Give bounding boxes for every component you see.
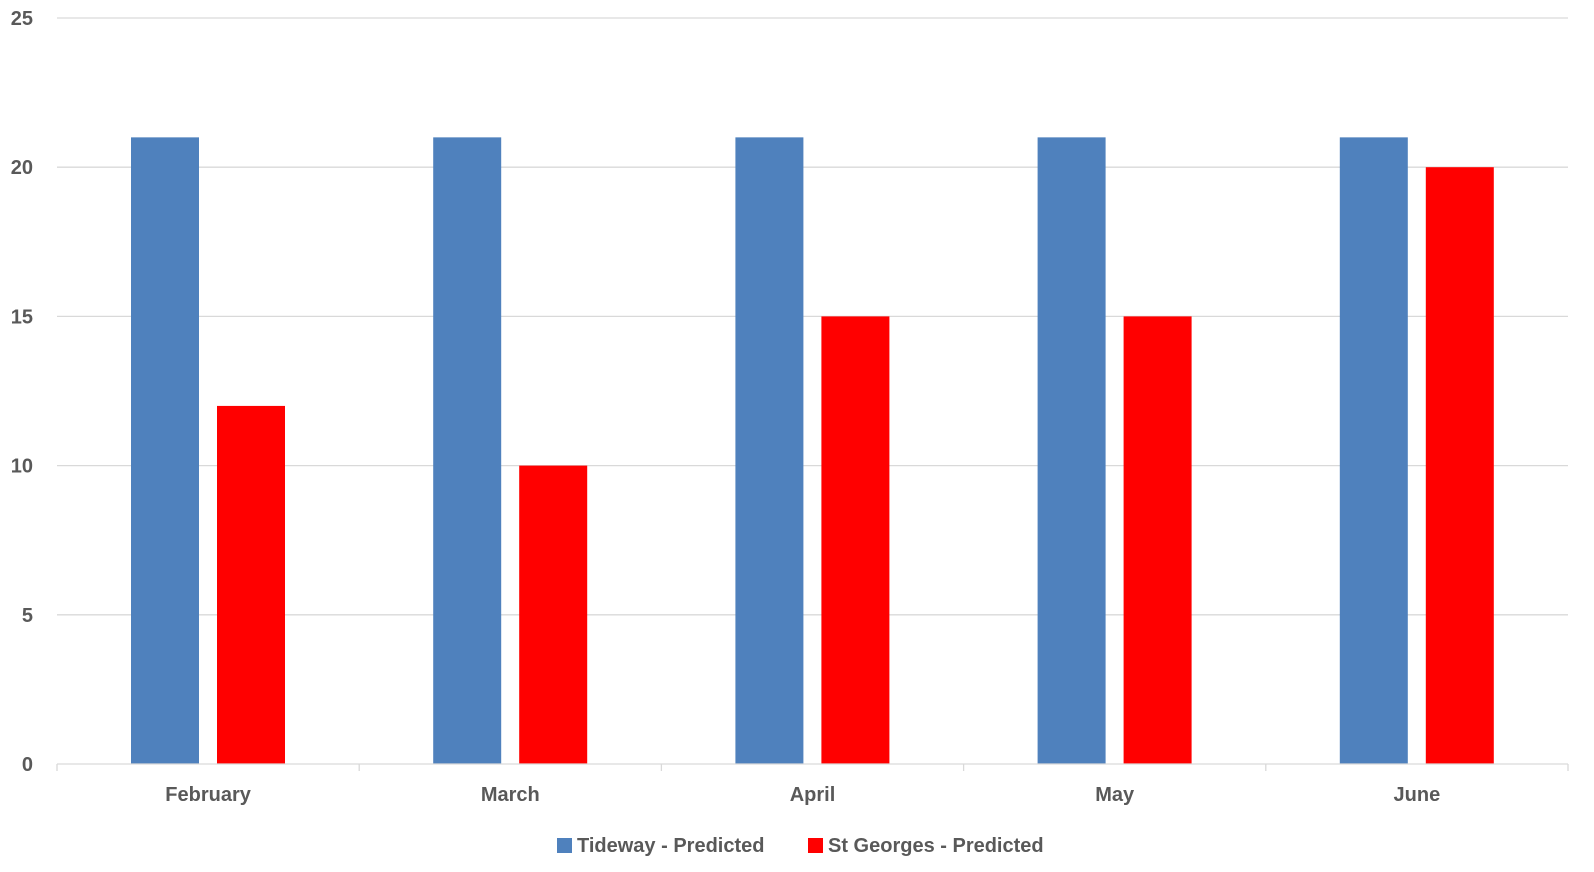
x-tick-label: May — [1095, 784, 1135, 806]
x-tick-label: June — [1394, 784, 1441, 806]
bar-series1-february — [131, 137, 199, 765]
bar-series2-february — [217, 405, 285, 764]
legend-swatch — [557, 838, 572, 853]
x-axis — [56, 763, 1569, 771]
x-tick-label: March — [481, 784, 540, 806]
y-tick-label: 15 — [11, 306, 33, 328]
x-axis-tick-labels: February March April May June — [165, 784, 1440, 806]
y-tick-label: 5 — [22, 605, 33, 627]
y-tick-label: 20 — [11, 157, 33, 179]
bar-series2-may — [1123, 316, 1192, 764]
y-tick-label: 0 — [22, 754, 33, 776]
bar-series1-june — [1339, 137, 1408, 765]
x-tick-label: April — [790, 784, 836, 806]
legend-swatch — [808, 838, 823, 853]
gridlines — [57, 17, 1568, 616]
bar-series1-may — [1037, 137, 1106, 765]
bar-series2-june — [1425, 167, 1494, 764]
legend: Tideway - Predicted St Georges - Predicte… — [557, 835, 1044, 857]
legend-item: St Georges - Predicted — [808, 835, 1044, 857]
bar-series2-march — [519, 465, 588, 764]
legend-label: St Georges - Predicted — [828, 835, 1044, 857]
bar-series1-april — [735, 137, 804, 765]
bars — [131, 137, 1494, 765]
x-tick-label: February — [165, 784, 251, 806]
y-tick-label: 10 — [11, 456, 33, 478]
y-tick-label: 25 — [11, 8, 33, 30]
bar-series1-march — [433, 137, 502, 765]
legend-label: Tideway - Predicted — [577, 835, 764, 857]
y-axis-tick-labels: 0 5 10 15 20 25 — [11, 8, 33, 776]
legend-item: Tideway - Predicted — [557, 835, 764, 857]
bar-series2-april — [821, 316, 890, 764]
